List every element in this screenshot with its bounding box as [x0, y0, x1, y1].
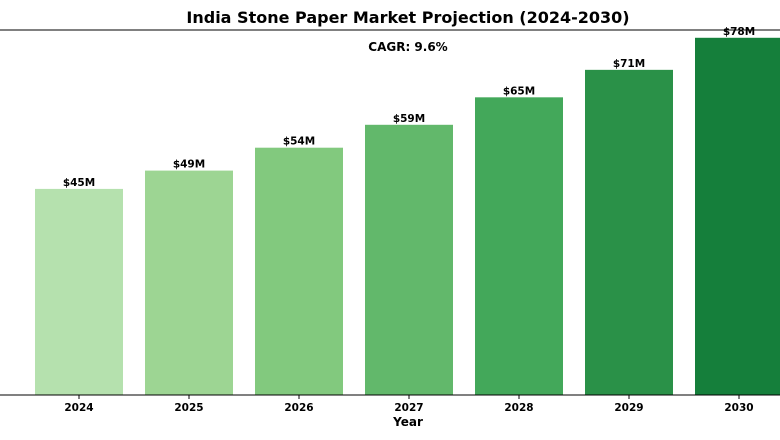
bar-label-group: $45M $49M $54M $59M $65M $71M $78M — [63, 26, 755, 189]
bar-2027 — [365, 124, 453, 395]
x-tick-label-2024: 2024 — [64, 402, 93, 414]
x-tick-label-2025: 2025 — [174, 402, 203, 414]
x-tick-label-2029: 2029 — [614, 402, 643, 414]
bar-value-label-2029: $71M — [613, 58, 645, 70]
x-axis-label: Year — [392, 415, 423, 429]
bar-value-label-2024: $45M — [63, 177, 95, 189]
bar-2030 — [695, 37, 780, 395]
bar-value-label-2030: $78M — [723, 26, 755, 38]
bar-2028 — [475, 97, 563, 396]
bar-group — [35, 37, 780, 396]
cagr-annotation: CAGR: 9.6% — [368, 40, 447, 54]
bar-value-label-2025: $49M — [173, 159, 205, 171]
bar-2025 — [145, 170, 233, 395]
x-tick-label-2028: 2028 — [504, 402, 533, 414]
bar-value-label-2028: $65M — [503, 85, 535, 97]
x-tick-label-2027: 2027 — [394, 402, 423, 414]
bar-2026 — [255, 147, 343, 395]
bar-2024 — [35, 188, 123, 395]
bar-value-label-2027: $59M — [393, 113, 425, 125]
x-tick-label-2026: 2026 — [284, 402, 313, 414]
x-tick-label-2030: 2030 — [724, 402, 753, 414]
bar-2029 — [585, 69, 673, 395]
bar-value-label-2026: $54M — [283, 136, 315, 148]
x-tick-group: 2024 2025 2026 2027 2028 2029 2030 — [64, 395, 754, 414]
chart-title: India Stone Paper Market Projection (202… — [186, 8, 629, 27]
